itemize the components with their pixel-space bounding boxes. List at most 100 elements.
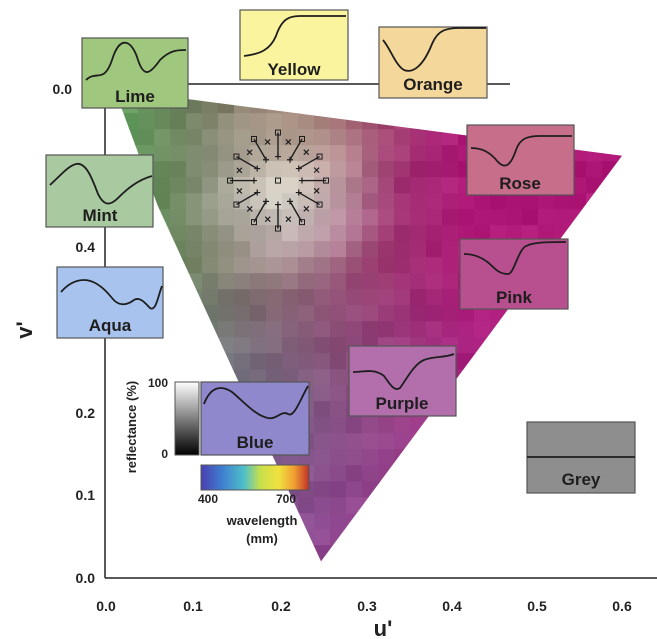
gamut-cell [330, 273, 347, 290]
gamut-cell [538, 209, 555, 226]
gamut-cell [602, 497, 619, 514]
gamut-cell [298, 497, 315, 514]
gamut-cell [490, 401, 507, 418]
gamut-cell [186, 177, 203, 194]
gamut-cell [346, 113, 363, 130]
gamut-cell [330, 257, 347, 274]
gamut-cell [506, 561, 523, 562]
gamut-cell [586, 545, 603, 562]
gamut-cell [506, 497, 523, 514]
gamut-cell [282, 577, 299, 594]
gamut-cell [170, 113, 187, 130]
gamut-cell [170, 353, 187, 370]
gamut-cell [474, 497, 491, 514]
gamut-cell [570, 577, 587, 594]
gamut-cell [314, 369, 331, 386]
swatch-yellow: Yellow [239, 9, 349, 81]
gamut-cell [394, 577, 411, 594]
gamut-cell [330, 289, 347, 306]
gamut-cell [506, 337, 523, 354]
gamut-cell [114, 561, 123, 562]
gamut-cell [618, 513, 622, 530]
gamut-cell [378, 177, 395, 194]
gamut-cell [394, 145, 411, 162]
gamut-cell [330, 353, 347, 370]
gamut-cell [218, 289, 235, 306]
gamut-cell [458, 545, 475, 562]
gamut-cell [170, 161, 187, 178]
gamut-cell [586, 257, 603, 274]
swatch-label: Purple [376, 394, 429, 413]
marker-plus [299, 177, 305, 184]
gamut-cell [362, 145, 379, 162]
gamut-cell [170, 497, 187, 514]
gamut-cell [282, 97, 299, 114]
gamut-cell [602, 273, 619, 290]
gamut-cell [602, 257, 619, 274]
gamut-cell [602, 145, 619, 162]
gamut-cell [154, 497, 171, 514]
gamut-cell [522, 337, 539, 354]
gamut-cell [170, 289, 187, 306]
gamut-cell [234, 545, 251, 562]
gamut-cell [570, 289, 587, 306]
gamut-cell [298, 305, 315, 322]
gamut-cell [474, 385, 491, 402]
gamut-cell [538, 369, 555, 386]
gamut-cell [602, 561, 619, 562]
gamut-cell [602, 193, 619, 210]
gamut-cell [186, 465, 203, 482]
gamut-cell [298, 337, 315, 354]
gamut-cell [314, 353, 331, 370]
gamut-cell [410, 257, 427, 274]
marker-tie-line [298, 191, 320, 206]
gamut-cell [458, 353, 475, 370]
gamut-cell [410, 209, 427, 226]
gamut-cell [410, 545, 427, 562]
gamut-cell [218, 561, 235, 562]
gamut-cell [314, 417, 331, 434]
gamut-cell [426, 145, 443, 162]
gamut-cell [394, 433, 411, 450]
gamut-cell [602, 321, 619, 338]
gamut-cell [346, 433, 363, 450]
gamut-cell [426, 113, 443, 130]
gamut-cell [634, 177, 651, 194]
gamut-cell [570, 561, 587, 562]
gamut-cell [298, 129, 315, 146]
gamut-cell [114, 385, 123, 402]
gamut-cell [634, 273, 651, 290]
gamut-cell [154, 241, 171, 258]
gamut-cell [474, 545, 491, 562]
gamut-cell [218, 97, 235, 114]
gamut-cell [570, 385, 587, 402]
gamut-cell [410, 241, 427, 258]
x-tick-label: 0.3 [357, 598, 377, 614]
gamut-cell [314, 545, 331, 562]
gamut-cell [634, 481, 651, 498]
gamut-cell [634, 257, 651, 274]
marker-tie-line [253, 138, 267, 161]
gamut-cell [458, 513, 475, 530]
y-tick-label: 0.0 [76, 570, 96, 586]
gamut-cell [138, 577, 155, 594]
gamut-cell [282, 241, 299, 258]
swatch-label: Yellow [268, 60, 322, 79]
gamut-cell [602, 513, 619, 530]
gamut-cell [602, 529, 619, 546]
reflectance-scale [174, 381, 200, 456]
gamut-cell [170, 465, 187, 482]
gamut-cell [506, 385, 523, 402]
gamut-cell [330, 129, 347, 146]
gamut-cell [218, 529, 235, 546]
gamut-cell [346, 561, 363, 562]
x-axis-title: u' [374, 616, 393, 639]
gamut-cell [282, 257, 299, 274]
marker-x [285, 216, 292, 223]
gamut-cell [330, 305, 347, 322]
gamut-cell [330, 401, 347, 418]
gamut-cell [506, 449, 523, 466]
gamut-cell [426, 465, 443, 482]
gamut-cell [186, 545, 203, 562]
gamut-cell [442, 145, 459, 162]
